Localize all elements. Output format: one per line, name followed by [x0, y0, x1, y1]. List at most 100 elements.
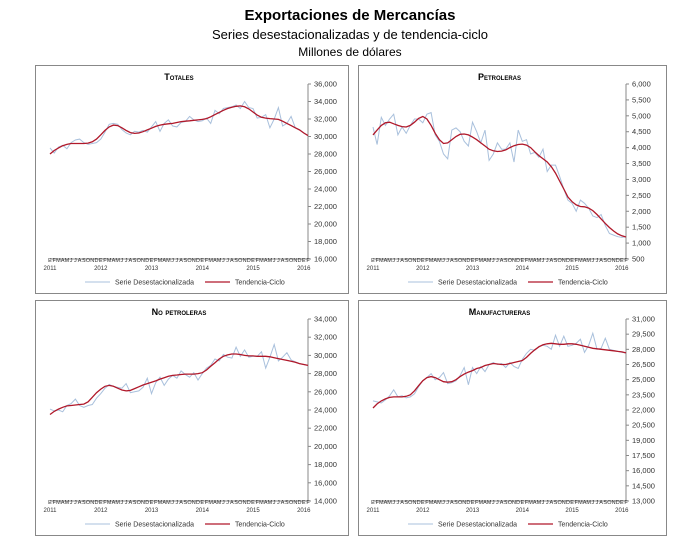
x-month-label: O: [408, 258, 413, 264]
x-month-label: E: [570, 500, 574, 506]
x-month-label: E: [471, 258, 475, 264]
x-month-label: F: [575, 500, 579, 506]
y-tick-label: 4,500: [632, 127, 651, 136]
x-month-label: J: [171, 500, 174, 506]
y-tick-label: 26,000: [314, 167, 337, 176]
x-month-label: A: [213, 500, 217, 506]
x-month-label: M: [158, 500, 163, 506]
x-month-label: N: [90, 258, 94, 264]
chart-title: No petroleras: [152, 307, 207, 317]
y-tick-label: 24,000: [314, 406, 337, 415]
x-month-label: S: [285, 500, 289, 506]
x-month-label: J: [121, 258, 124, 264]
x-month-label: N: [462, 500, 466, 506]
x-month-label: M: [537, 258, 542, 264]
x-month-label: D: [95, 500, 99, 506]
x-month-label: A: [129, 500, 133, 506]
x-month-label: E: [302, 500, 306, 506]
x-month-label: N: [192, 500, 196, 506]
raw-line: [372, 331, 627, 404]
x-month-label: J: [492, 258, 495, 264]
x-month-label: S: [554, 258, 558, 264]
x-month-label: D: [247, 500, 251, 506]
x-month-label: M: [217, 258, 222, 264]
x-month-label: O: [458, 258, 463, 264]
chart-title: Manufactureras: [469, 307, 531, 317]
x-month-label: E: [150, 258, 154, 264]
x-month-label: D: [196, 258, 200, 264]
x-month-label: J: [222, 258, 225, 264]
x-month-label: J: [542, 258, 545, 264]
x-month-label: M: [429, 258, 434, 264]
x-month-label: M: [166, 258, 171, 264]
x-month-label: M: [479, 500, 484, 506]
x-month-label: M: [166, 500, 171, 506]
x-month-label: M: [208, 258, 213, 264]
x-month-label: O: [238, 500, 243, 506]
y-tick-label: 30,000: [314, 132, 337, 141]
x-year-label: 2012: [416, 508, 430, 514]
y-tick-label: 4,000: [632, 143, 651, 152]
x-month-label: J: [74, 500, 77, 506]
x-year-label: 2015: [246, 508, 260, 514]
x-month-label: F: [306, 500, 310, 506]
x-month-label: A: [433, 258, 437, 264]
x-month-label: M: [387, 500, 392, 506]
y-tick-label: 26,500: [632, 360, 655, 369]
chart-svg: No petroleras 14,000 16,000 18,000 20,000 22,…: [44, 307, 337, 529]
x-month-label: J: [226, 258, 229, 264]
y-tick-label: 16,000: [314, 255, 337, 264]
x-month-label: O: [458, 500, 463, 506]
x-month-label: F: [205, 258, 209, 264]
x-month-label: A: [213, 258, 217, 264]
x-month-label: F: [53, 258, 57, 264]
x-month-label: J: [546, 500, 549, 506]
x-month-label: A: [433, 500, 437, 506]
legend-label-raw: Serie Desestacionalizada: [438, 522, 517, 529]
x-month-label: N: [293, 258, 297, 264]
x-month-label: J: [222, 500, 225, 506]
x-month-label: J: [277, 500, 280, 506]
x-month-label: N: [90, 500, 94, 506]
y-tick-label: 3,000: [632, 175, 651, 184]
x-month-label: D: [145, 500, 149, 506]
x-month-label: E: [520, 500, 524, 506]
x-month-label: S: [285, 258, 289, 264]
x-month-label: N: [462, 258, 466, 264]
y-tick-label: 34,000: [314, 315, 337, 324]
x-month-label: A: [162, 500, 166, 506]
x-month-label: O: [557, 258, 562, 264]
y-tick-label: 2,000: [632, 207, 651, 216]
x-month-label: E: [200, 258, 204, 264]
y-tick-label: 500: [632, 255, 645, 264]
x-month-label: O: [86, 258, 91, 264]
x-year-label: 2013: [466, 508, 480, 514]
x-month-label: J: [176, 500, 179, 506]
x-month-label: A: [129, 258, 133, 264]
x-month-label: N: [243, 258, 247, 264]
x-month-label: M: [437, 500, 442, 506]
x-month-label: J: [277, 258, 280, 264]
x-month-label: E: [620, 500, 624, 506]
x-month-label: F: [256, 500, 260, 506]
x-month-label: S: [454, 500, 458, 506]
x-year-label: 2011: [44, 508, 58, 514]
x-month-label: D: [95, 258, 99, 264]
x-month-label: N: [412, 258, 416, 264]
legend-label-trend: Tendencia-Ciclo: [558, 522, 608, 529]
y-tick-label: 36,000: [314, 80, 337, 89]
y-tick-label: 14,500: [632, 481, 655, 490]
x-month-label: A: [400, 500, 404, 506]
units-label: Millones de dólares: [298, 45, 402, 59]
x-month-label: M: [107, 258, 112, 264]
x-year-label: 2012: [94, 266, 108, 272]
y-tick-label: 5,500: [632, 95, 651, 104]
x-month-label: E: [150, 500, 154, 506]
x-month-label: F: [53, 500, 57, 506]
x-month-label: A: [61, 258, 65, 264]
x-month-label: N: [293, 500, 297, 506]
y-tick-label: 20,000: [314, 442, 337, 451]
x-month-label: M: [578, 500, 583, 506]
x-month-label: E: [251, 258, 255, 264]
x-year-label: 2016: [297, 266, 311, 272]
